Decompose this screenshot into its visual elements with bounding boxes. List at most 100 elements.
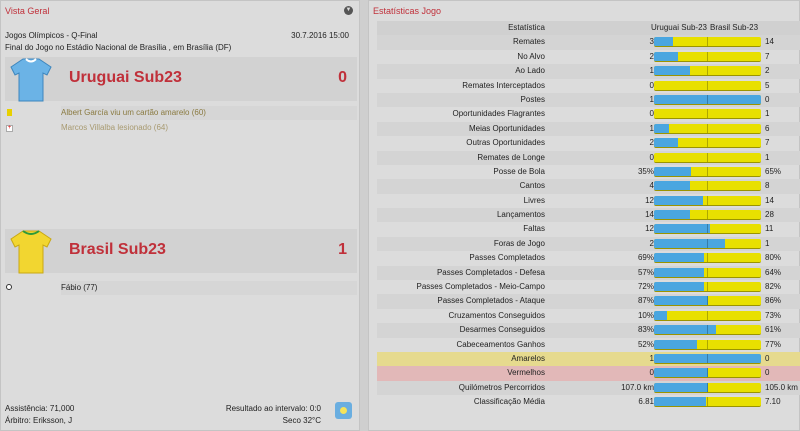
home-bar-fill [654, 339, 698, 349]
home-bar-fill [654, 138, 678, 148]
home-shirt-icon [10, 58, 52, 102]
stat-bar [654, 195, 761, 206]
away-value: 5 [765, 80, 770, 90]
away-value: 0 [765, 368, 770, 378]
away-team-name[interactable]: Brasil Sub23 [69, 241, 166, 258]
away-value: 0 [765, 353, 770, 363]
home-value: 3 [649, 37, 654, 47]
header-home: Uruguai Sub-23 [650, 23, 707, 32]
stat-label: Amarelos [511, 353, 545, 363]
stat-label: Passes Completados - Ataque [437, 296, 545, 306]
bar-midline [707, 51, 708, 61]
stat-bar [654, 181, 761, 192]
bar-midline [707, 123, 708, 133]
bar-midline [707, 296, 708, 306]
bar-midline [707, 353, 708, 363]
away-value: 1 [765, 152, 770, 162]
stat-row: Lançamentos 14 28 [377, 208, 800, 223]
home-value: 12 [645, 224, 654, 234]
stat-bar [654, 368, 761, 379]
home-bar-fill [654, 253, 704, 263]
away-score: 1 [338, 241, 347, 258]
stat-row: Cantos 4 8 [377, 179, 800, 194]
home-bar-fill [654, 296, 708, 306]
stat-label: No Alvo [517, 51, 545, 61]
stat-bar [654, 310, 761, 321]
home-value: 35% [637, 166, 654, 176]
away-value: 77% [765, 339, 782, 349]
home-value: 12 [645, 195, 654, 205]
stat-bar [654, 238, 761, 249]
collapse-icon[interactable]: ▼ [344, 6, 353, 15]
home-bar-fill [654, 66, 690, 76]
home-bar-fill [654, 51, 678, 61]
stat-bar [654, 94, 761, 105]
stat-label: Quilómetros Percorridos [458, 382, 545, 392]
home-value: 0 [649, 80, 654, 90]
stat-bar [654, 325, 761, 336]
bar-midline [707, 267, 708, 277]
home-value: 1 [649, 94, 654, 104]
stat-row: Livres 12 14 [377, 194, 800, 208]
header-away: Brasil Sub-23 [710, 23, 759, 32]
away-value: 7 [765, 51, 770, 61]
sunny-icon [335, 402, 352, 419]
home-value: 2 [649, 138, 654, 148]
bar-midline [707, 138, 708, 148]
stat-row: Amarelos 1 0 [377, 351, 800, 367]
stat-row: Passes Completados - Meio-Campo 72% 82% [377, 280, 800, 294]
bar-midline [707, 339, 708, 349]
panel-title: Estatísticas Jogo [373, 6, 442, 16]
stat-row: Oportunidades Flagrantes 0 1 [377, 107, 800, 121]
stat-label: Livres [523, 195, 545, 205]
home-bar-fill [654, 353, 761, 363]
stat-bar [654, 382, 761, 393]
home-bar-fill [654, 397, 707, 407]
stat-row: Cruzamentos Conseguidos 10% 73% [377, 309, 800, 323]
header-stat: Estatística [508, 23, 545, 32]
stat-bar [654, 166, 761, 177]
home-value: 83% [637, 325, 654, 335]
home-team-name[interactable]: Uruguai Sub23 [69, 69, 182, 86]
away-value: 82% [765, 282, 782, 292]
home-score: 0 [338, 69, 347, 86]
stat-bar [654, 224, 761, 235]
stat-row: Vermelhos 0 0 [377, 366, 800, 381]
away-value: 6 [765, 123, 770, 133]
home-bar-fill [654, 282, 705, 292]
away-value: 61% [765, 325, 782, 335]
competition: Jogos Olímpicos - Q-Final [5, 31, 98, 40]
bar-midline [707, 80, 708, 90]
stat-row: Classificação Média 6.81 7.10 [377, 395, 800, 409]
stat-row: Desarmes Conseguidos 83% 61% [377, 323, 800, 338]
stat-label: Ao Lado [515, 66, 545, 76]
stat-bar [654, 51, 761, 62]
stat-row: Meias Oportunidades 1 6 [377, 121, 800, 137]
home-bar-fill [654, 238, 726, 248]
home-value: 4 [649, 181, 654, 191]
home-value: 1 [649, 353, 654, 363]
home-bar-fill [654, 123, 670, 133]
stat-bar [654, 123, 761, 134]
home-event: Marcos Villalba lesionado (64) [61, 123, 169, 132]
stat-label: Foras de Jogo [493, 238, 545, 248]
bar-midline [707, 368, 708, 378]
stat-label: Lançamentos [496, 210, 545, 220]
stat-bar [654, 253, 761, 264]
home-value: 107.0 km [621, 382, 654, 392]
bar-midline [707, 37, 708, 47]
home-value: 1 [649, 66, 654, 76]
home-bar-fill [654, 368, 708, 378]
away-value: 65% [765, 166, 782, 176]
stat-row: Passes Completados - Defesa 57% 64% [377, 265, 800, 281]
stat-bar [654, 353, 761, 364]
stat-row: Cabeceamentos Ganhos 52% 77% [377, 338, 800, 352]
yellow-card-icon [7, 109, 12, 116]
stat-label: Outras Oportunidades [466, 138, 545, 148]
stat-label: Passes Completados [469, 253, 545, 263]
home-bar-fill [654, 181, 690, 191]
stat-bar [654, 138, 761, 149]
bar-midline [707, 253, 708, 263]
stat-label: Vermelhos [507, 368, 545, 378]
home-value: 1 [649, 123, 654, 133]
